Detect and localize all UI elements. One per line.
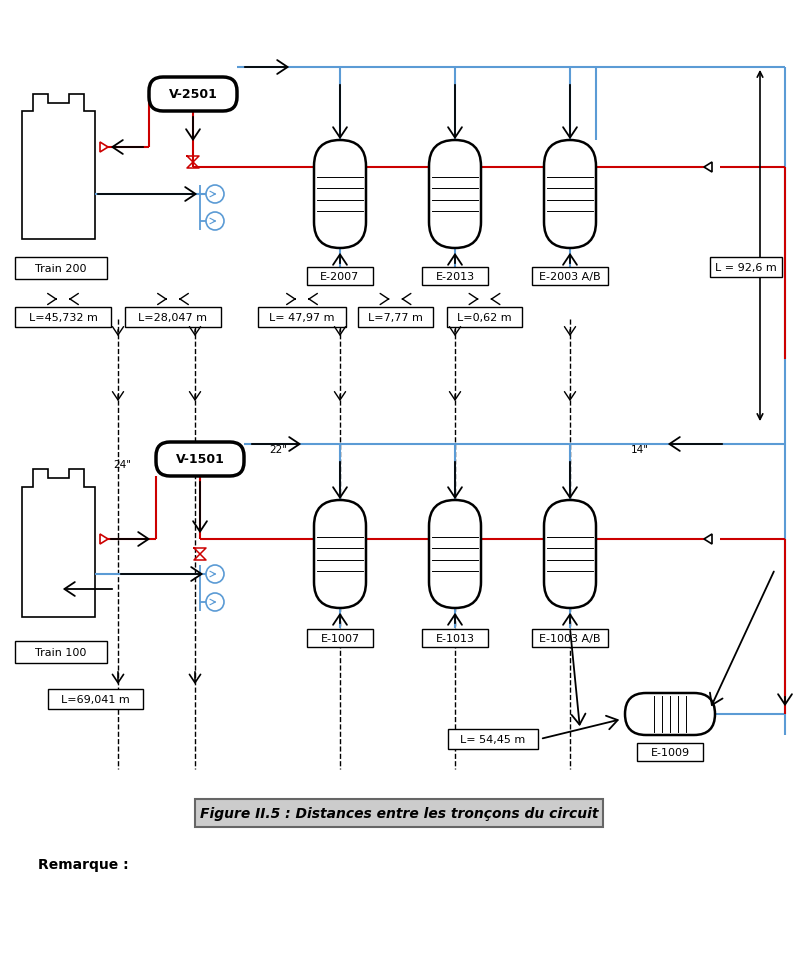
FancyBboxPatch shape (156, 442, 243, 476)
Bar (258, 308, 345, 328)
Text: E-2013: E-2013 (435, 272, 474, 282)
Text: Remarque :: Remarque : (38, 857, 128, 871)
FancyBboxPatch shape (148, 78, 237, 112)
Bar (15, 641, 107, 663)
Circle shape (206, 594, 224, 612)
Polygon shape (100, 143, 108, 152)
Text: 24": 24" (113, 459, 131, 470)
Bar (15, 308, 111, 328)
Bar (422, 268, 487, 286)
Text: L=69,041 m: L=69,041 m (61, 695, 130, 704)
Text: Figure II.5 : Distances entre les tronçons du circuit: Figure II.5 : Distances entre les tronço… (200, 806, 598, 821)
Text: 22": 22" (268, 444, 286, 455)
Text: E-2003 A/B: E-2003 A/B (539, 272, 600, 282)
Text: L= 47,97 m: L= 47,97 m (269, 313, 334, 323)
Text: L=28,047 m: L=28,047 m (139, 313, 208, 323)
Bar (636, 743, 702, 761)
Text: V-1501: V-1501 (175, 453, 224, 466)
Bar (446, 308, 521, 328)
Text: E-1013: E-1013 (435, 634, 474, 643)
Text: V-2501: V-2501 (169, 89, 217, 101)
Bar (48, 689, 143, 709)
Circle shape (206, 186, 224, 204)
Bar (195, 800, 603, 827)
Text: L=7,77 m: L=7,77 m (367, 313, 423, 323)
Polygon shape (703, 535, 711, 544)
FancyBboxPatch shape (543, 500, 595, 608)
Text: Train 200: Train 200 (35, 264, 87, 274)
Text: L=45,732 m: L=45,732 m (28, 313, 97, 323)
Text: E-1009: E-1009 (650, 747, 689, 758)
Bar (125, 308, 221, 328)
Text: L=0,62 m: L=0,62 m (457, 313, 511, 323)
Bar (531, 268, 607, 286)
Text: E-1003 A/B: E-1003 A/B (539, 634, 600, 643)
FancyBboxPatch shape (314, 500, 366, 608)
Bar (422, 629, 487, 647)
Bar (15, 257, 107, 280)
Bar (531, 629, 607, 647)
FancyBboxPatch shape (624, 693, 714, 735)
FancyBboxPatch shape (314, 141, 366, 249)
Bar (448, 729, 538, 749)
Circle shape (206, 213, 224, 231)
Bar (709, 257, 781, 277)
Text: 14": 14" (630, 444, 648, 455)
Text: E-2007: E-2007 (320, 272, 359, 282)
Bar (307, 629, 372, 647)
Polygon shape (22, 95, 95, 240)
FancyBboxPatch shape (543, 141, 595, 249)
Text: L = 92,6 m: L = 92,6 m (714, 263, 776, 273)
Text: E-1007: E-1007 (320, 634, 359, 643)
Bar (358, 308, 432, 328)
Polygon shape (703, 163, 711, 172)
Text: Train 100: Train 100 (35, 647, 87, 658)
Polygon shape (22, 470, 95, 618)
FancyBboxPatch shape (428, 141, 480, 249)
Polygon shape (100, 535, 108, 544)
Circle shape (206, 565, 224, 583)
Bar (307, 268, 372, 286)
FancyBboxPatch shape (428, 500, 480, 608)
Text: L= 54,45 m: L= 54,45 m (460, 734, 525, 744)
